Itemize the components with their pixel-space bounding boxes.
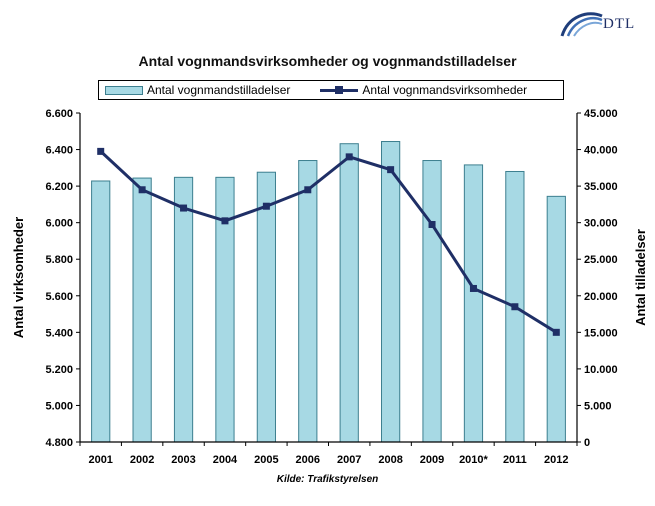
line-point [552, 328, 560, 336]
line-point [387, 166, 395, 174]
left-tick-label: 5.000 [45, 400, 73, 412]
bar [91, 180, 111, 443]
left-tick-label: 6.000 [45, 218, 73, 230]
x-tick-label: 2002 [130, 454, 154, 466]
bar [381, 141, 401, 443]
bar [256, 171, 276, 443]
left-tick-label: 5.600 [45, 291, 73, 303]
left-tick-label: 6.400 [45, 145, 73, 157]
right-tick-label: 10.000 [584, 364, 618, 376]
right-tick-label: 25.000 [584, 254, 618, 266]
legend-item-tilladelser: Antal vognmandstilladelser [105, 83, 290, 97]
legend-label-virksomheder: Antal vognmandsvirksomheder [362, 83, 528, 97]
legend-line-swatch [320, 84, 359, 96]
legend-item-virksomheder: Antal vognmandsvirksomheder [320, 83, 527, 97]
y-axis-left-label: Antal virksomheder [11, 217, 26, 338]
source-note: Kilde: Trafikstyrelsen [276, 474, 379, 485]
line-point [428, 220, 436, 228]
line-point [138, 186, 146, 194]
x-tick-label: 2004 [213, 454, 238, 466]
bar [463, 164, 484, 443]
right-tick-label: 45.000 [584, 108, 618, 120]
line-point [345, 153, 353, 161]
bar [298, 160, 318, 443]
y-axis-right-label: Antal tilladelser [633, 229, 648, 326]
series-line [99, 150, 558, 334]
left-tick-label: 5.400 [45, 327, 73, 339]
x-tick-label: 2009 [420, 454, 444, 466]
line-point [469, 284, 477, 292]
x-tick-label: 2012 [544, 454, 568, 466]
x-tick-label: 2003 [171, 454, 195, 466]
line-point [97, 147, 105, 155]
chart-title: Antal vognmandsvirksomheder og vognmands… [138, 53, 517, 69]
x-tick-label: 2010* [459, 454, 488, 466]
left-tick-label: 6.200 [45, 181, 73, 193]
right-tick-label: 40.000 [584, 145, 618, 157]
right-tick-label: 20.000 [584, 291, 618, 303]
x-tick-label: 2007 [337, 454, 361, 466]
legend: Antal vognmandstilladelser Antal vognman… [98, 80, 564, 100]
legend-bar-swatch [105, 85, 143, 95]
right-tick-label: 35.000 [584, 181, 618, 193]
bar [132, 177, 152, 443]
right-tick-label: 15.000 [584, 327, 618, 339]
bar [546, 195, 566, 443]
line-point [511, 303, 519, 311]
logo-text: DTL [603, 16, 635, 32]
x-tick-label: 2005 [254, 454, 278, 466]
right-tick-label: 30.000 [584, 218, 618, 230]
x-tick-label: 2008 [378, 454, 402, 466]
left-tick-label: 6.600 [45, 108, 73, 120]
x-tick-label: 2011 [503, 454, 527, 466]
x-tick-label: 2001 [88, 454, 112, 466]
bar [339, 143, 359, 443]
line-point [180, 204, 188, 212]
bar [173, 176, 194, 443]
right-tick-label: 5.000 [584, 400, 612, 412]
left-tick-label: 5.200 [45, 364, 73, 376]
line-point [304, 186, 312, 194]
bar [422, 160, 442, 443]
x-tick-label: 2006 [296, 454, 320, 466]
dtl-logo: DTL [560, 12, 635, 37]
legend-label-tilladelser: Antal vognmandstilladelser [147, 83, 291, 97]
line-point [221, 217, 229, 225]
line-point [262, 202, 270, 210]
left-tick-label: 5.800 [45, 254, 73, 266]
right-tick-label: 0 [584, 437, 590, 449]
left-tick-label: 4.800 [45, 437, 73, 449]
